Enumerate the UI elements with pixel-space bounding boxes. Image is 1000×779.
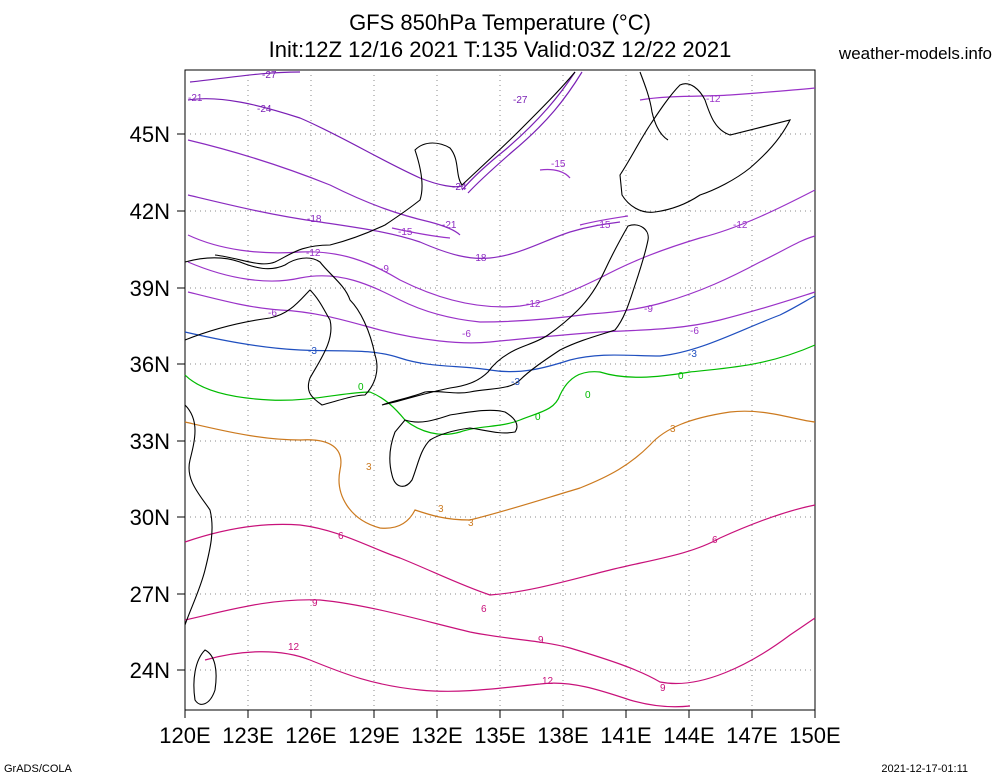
map-subtitle: Init:12Z 12/16 2021 T:135 Valid:03Z 12/2… xyxy=(268,37,732,62)
lat-label-45n: 45N xyxy=(130,122,170,147)
contour-minus3 xyxy=(184,295,816,373)
clabel-m24b: -24 xyxy=(452,182,467,193)
clabel-3d: 3 xyxy=(670,424,676,435)
clabel-m15b: -15 xyxy=(551,159,566,170)
lat-label-30n: 30N xyxy=(130,505,170,530)
lon-label-141e: 141E xyxy=(600,723,651,748)
lon-label-129e: 129E xyxy=(348,723,399,748)
clabel-3a: 3 xyxy=(366,462,372,473)
contour-minus27-jet2 xyxy=(467,71,583,194)
coast-china-korea xyxy=(184,257,378,406)
clabel-3c: 3 xyxy=(468,518,474,529)
clabel-6c: 6 xyxy=(712,535,718,546)
coast-taiwan xyxy=(193,649,217,705)
contour-minus27 xyxy=(189,71,301,83)
clabel-0b: 0 xyxy=(535,412,541,423)
clabel-m6b: -6 xyxy=(462,329,471,340)
clabel-6b: 6 xyxy=(481,604,487,615)
clabel-m9b: -9 xyxy=(644,304,653,315)
site-credit: weather-models.info xyxy=(838,44,992,63)
clabel-12b: 12 xyxy=(542,676,554,687)
coast-sakhalin xyxy=(639,71,669,141)
lon-label-150e: 150E xyxy=(789,723,840,748)
lon-label-135e: 135E xyxy=(474,723,525,748)
clabel-0d: 0 xyxy=(678,371,684,382)
contour-minus21 xyxy=(187,139,461,236)
lon-label-144e: 144E xyxy=(663,723,714,748)
coast-east-china xyxy=(184,404,213,626)
clabel-m12a: -12 xyxy=(706,94,721,105)
clabel-6a: 6 xyxy=(338,531,344,542)
clabel-m18b: -18 xyxy=(472,253,487,264)
clabel-m9a: -9 xyxy=(380,264,389,275)
contour-minus9 xyxy=(187,235,816,323)
coast-hokkaido xyxy=(619,83,792,213)
contour-minus18 xyxy=(187,194,621,260)
clabel-3b: 3 xyxy=(438,504,444,515)
lon-label-147e: 147E xyxy=(726,723,777,748)
contour-zero xyxy=(184,344,816,435)
coast-russia-north xyxy=(214,71,576,265)
clabel-m21b: -21 xyxy=(442,220,457,231)
footer-timestamp: 2021-12-17-01:11 xyxy=(881,763,968,775)
contour-minus27-jet xyxy=(461,71,576,191)
clabel-0c: 0 xyxy=(585,390,591,401)
clabel-0a: 0 xyxy=(358,382,364,393)
lat-label-33n: 33N xyxy=(130,429,170,454)
clabel-m3b: -3 xyxy=(511,377,520,388)
lon-label-126e: 126E xyxy=(285,723,336,748)
axis-ticks xyxy=(177,133,816,718)
clabel-m6c: -6 xyxy=(690,326,699,337)
lat-label-24n: 24N xyxy=(130,658,170,683)
contour-plus6 xyxy=(184,504,816,596)
gridlines xyxy=(185,70,815,710)
contour-minus12 xyxy=(187,189,816,308)
clabel-m12c: -12 xyxy=(306,248,321,259)
coastlines xyxy=(184,71,792,705)
clabel-9a: 9 xyxy=(312,598,318,609)
clabel-m21a: -21 xyxy=(188,93,203,104)
lat-label-27n: 27N xyxy=(130,582,170,607)
contour-minus15 xyxy=(391,168,629,239)
clabel-9c: 9 xyxy=(660,683,666,694)
longitude-labels: 120E 123E 126E 129E 132E 135E 138E 141E … xyxy=(159,723,840,748)
contour-labels: -27 -27 -24 -21 -24 -21 -18 -15 -15 -18 … xyxy=(188,70,748,694)
lon-label-132e: 132E xyxy=(411,723,462,748)
clabel-m27a: -27 xyxy=(262,70,277,81)
clabel-m12d: -12 xyxy=(526,299,541,310)
lat-label-36n: 36N xyxy=(130,352,170,377)
clabel-m3c: -3 xyxy=(688,349,697,360)
lon-label-138e: 138E xyxy=(537,723,588,748)
clabel-9b: 9 xyxy=(538,635,544,646)
clabel-m6a: -6 xyxy=(268,308,277,319)
clabel-m27b: -27 xyxy=(513,95,528,106)
clabel-m3a: -3 xyxy=(308,346,317,357)
isotherms xyxy=(184,71,816,708)
lon-label-120e: 120E xyxy=(159,723,210,748)
clabel-m24a: -24 xyxy=(257,104,272,115)
contour-plus12 xyxy=(204,651,691,708)
clabel-m15c: -15 xyxy=(596,220,611,231)
footer-software: GrADS/COLA xyxy=(4,763,72,775)
map-title: GFS 850hPa Temperature (°C) xyxy=(349,10,651,35)
lon-label-123e: 123E xyxy=(222,723,273,748)
contour-minus12-north xyxy=(639,87,816,101)
clabel-m15a: -15 xyxy=(398,227,413,238)
clabel-m18a: -18 xyxy=(307,214,322,225)
coast-honshu xyxy=(381,224,649,406)
contour-minus24 xyxy=(187,98,463,188)
coast-shikoku-kyushu xyxy=(389,409,518,487)
lat-label-39n: 39N xyxy=(130,276,170,301)
contour-plus9 xyxy=(184,599,816,685)
clabel-m12b: -12 xyxy=(733,220,748,231)
clabel-12a: 12 xyxy=(288,642,300,653)
lat-label-42n: 42N xyxy=(130,199,170,224)
contour-plus3 xyxy=(184,410,816,529)
contour-minus6 xyxy=(187,291,816,344)
latitude-labels: 45N 42N 39N 36N 33N 30N 27N 24N xyxy=(130,122,170,683)
